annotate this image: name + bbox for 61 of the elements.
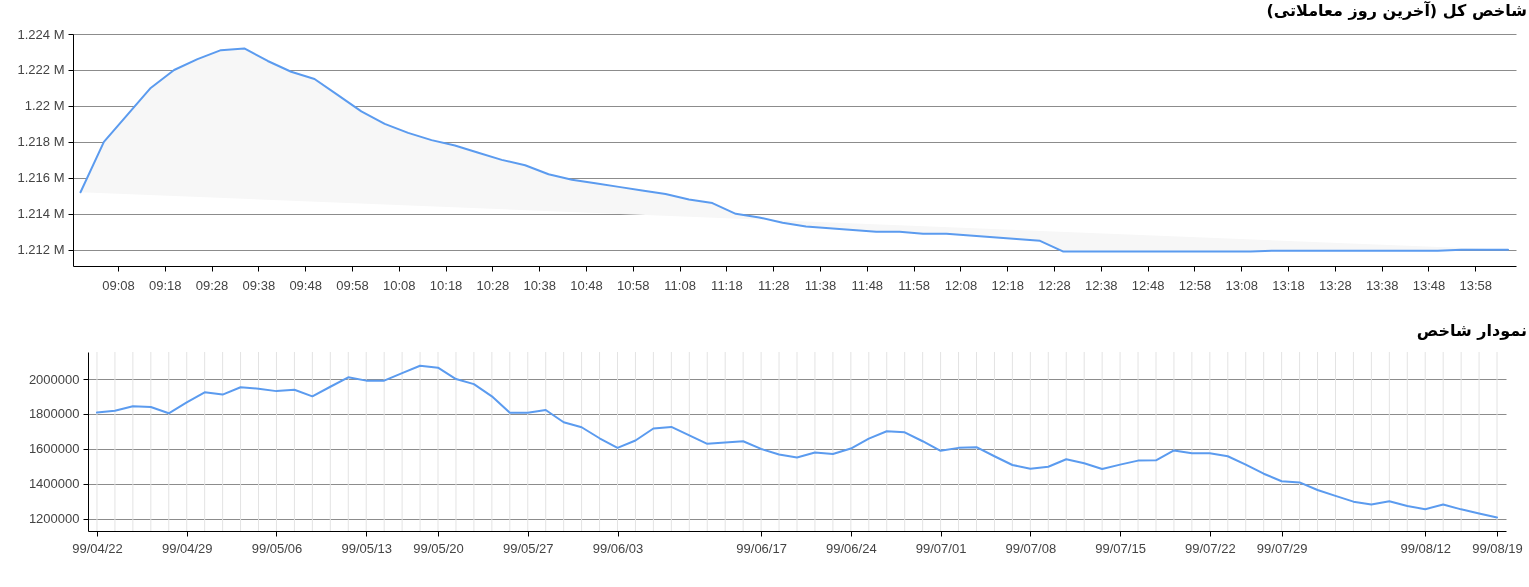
x-tick-label: 10:38 xyxy=(523,277,556,293)
x-tick-label: 12:58 xyxy=(1178,277,1212,293)
x-tick-label: 09:58 xyxy=(336,277,369,293)
y-tick-label: 1.212 M xyxy=(17,242,65,258)
x-tick-label: 12:18 xyxy=(991,277,1024,293)
line-series xyxy=(95,364,1499,519)
x-tick-label: 11:48 xyxy=(851,277,884,293)
y-tick-label: 1.218 M xyxy=(17,134,65,150)
x-tick-label: 13:48 xyxy=(1412,277,1446,293)
y-tick-label: 2000000 xyxy=(28,371,80,387)
x-tick-label: 99/08/12 xyxy=(1400,540,1452,556)
x-tick-label: 99/05/06 xyxy=(251,540,303,556)
x-tick-label: 99/06/24 xyxy=(826,540,877,556)
x-tick-label: 99/07/01 xyxy=(915,540,967,556)
x-tick-label: 13:28 xyxy=(1319,277,1352,293)
y-tick-label: 1.222 M xyxy=(17,62,65,78)
x-tick-label: 09:08 xyxy=(102,277,135,293)
y-tick-label: 1600000 xyxy=(28,441,80,457)
y-tick-label: 1.216 M xyxy=(17,170,65,186)
x-tick-label: 99/07/15 xyxy=(1095,540,1146,556)
x-tick-label: 11:18 xyxy=(711,277,743,293)
x-tick-label: 99/06/03 xyxy=(592,540,644,556)
y-tick-label: 1400000 xyxy=(28,476,80,492)
y-tick-label: 1.214 M xyxy=(17,206,65,222)
x-tick-label: 09:18 xyxy=(148,277,182,293)
x-tick-label: 13:38 xyxy=(1365,277,1399,293)
y-tick-label: 1.22 M xyxy=(24,98,65,114)
x-tick-label: 12:28 xyxy=(1038,277,1071,293)
x-tick-label: 10:18 xyxy=(429,277,463,293)
x-tick-label: 12:08 xyxy=(944,277,978,293)
x-tick-label: 09:28 xyxy=(195,277,229,293)
x-tick-label: 10:58 xyxy=(617,277,650,293)
y-tick-label: 1200000 xyxy=(28,511,80,527)
chart-title: شاخص کل (آخرین روز معاملاتی) xyxy=(1266,0,1527,20)
x-tick-label: 11:58 xyxy=(898,277,930,293)
x-tick-label: 13:58 xyxy=(1459,277,1493,293)
chart-title: نمودار شاخص xyxy=(1416,320,1527,340)
y-tick-label: 1.224 M xyxy=(17,26,65,42)
x-tick-label: 10:08 xyxy=(382,277,416,293)
x-tick-label: 13:18 xyxy=(1272,277,1305,293)
x-tick-label: 99/04/29 xyxy=(161,540,213,556)
x-tick-label: 11:38 xyxy=(804,277,837,293)
x-tick-label: 12:38 xyxy=(1085,277,1118,293)
x-tick-label: 99/07/22 xyxy=(1185,540,1236,556)
x-tick-label: 09:38 xyxy=(242,277,276,293)
x-tick-label: 99/07/29 xyxy=(1256,540,1308,556)
x-tick-label: 13:08 xyxy=(1225,277,1259,293)
x-tick-label: 99/06/17 xyxy=(736,540,787,556)
x-tick-label: 99/05/20 xyxy=(413,540,464,556)
x-tick-label: 99/04/22 xyxy=(72,540,123,556)
y-tick-label: 1800000 xyxy=(28,406,80,422)
x-tick-label: 10:48 xyxy=(570,277,603,293)
x-tick-label: 11:28 xyxy=(757,277,790,293)
x-tick-label: 09:48 xyxy=(289,277,322,293)
x-tick-label: 10:28 xyxy=(476,277,510,293)
x-tick-label: 99/08/19 xyxy=(1472,540,1523,556)
x-tick-label: 99/05/27 xyxy=(502,540,554,556)
x-tick-label: 99/07/08 xyxy=(1005,540,1057,556)
x-tick-label: 12:48 xyxy=(1131,277,1165,293)
x-tick-label: 99/05/13 xyxy=(341,540,393,556)
x-tick-label: 11:08 xyxy=(664,277,696,293)
